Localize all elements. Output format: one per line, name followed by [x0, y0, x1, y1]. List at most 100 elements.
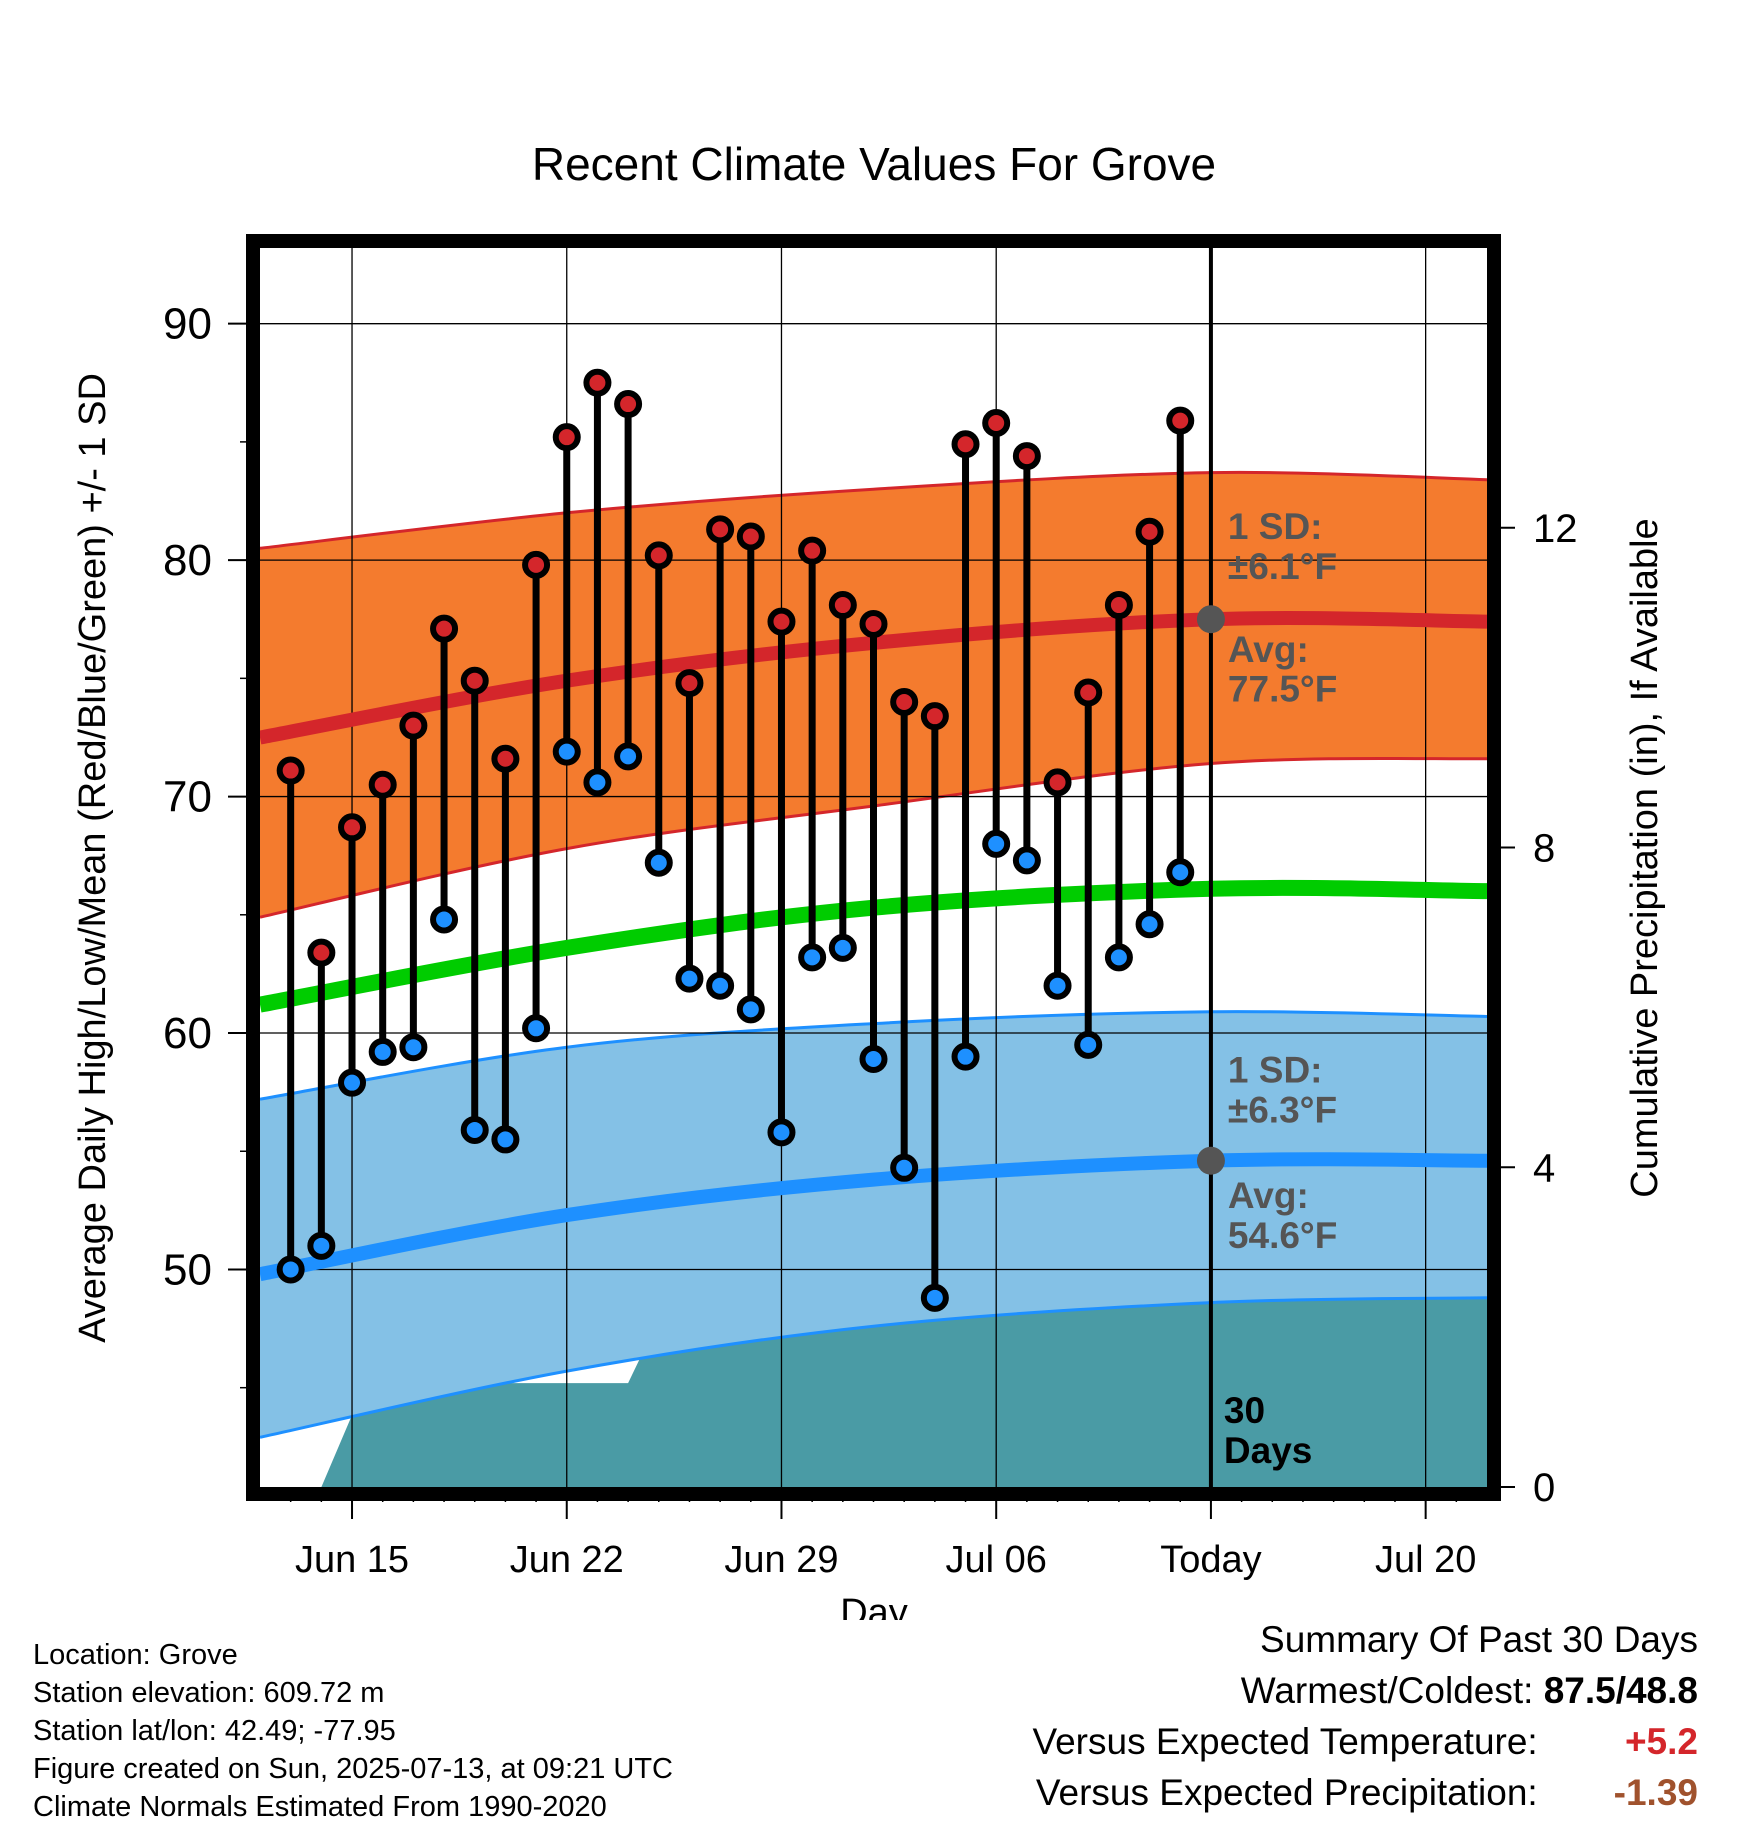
low-point [859, 1045, 888, 1074]
low-point [491, 1125, 520, 1154]
low-point [1012, 846, 1041, 875]
warmest-value: 87.5/48.8 [1543, 1670, 1698, 1711]
low-point [522, 1014, 551, 1043]
latlon-text: Station lat/lon: 42.49; -77.95 [33, 1715, 396, 1747]
high-point [951, 430, 980, 459]
low-point [1074, 1030, 1103, 1059]
x-tick-label: Today [1160, 1539, 1261, 1581]
high-band-upper-edge [259, 470, 1488, 550]
chart-title: Recent Climate Values For Grove [532, 138, 1216, 190]
precip-anomaly-label: Versus Expected Precipitation: [1035, 1772, 1538, 1813]
y2-tick-label: 4 [1533, 1146, 1555, 1190]
y-axis-label: Average Daily High/Low/Mean (Red/Blue/Gr… [72, 373, 114, 1343]
low-point [614, 742, 643, 771]
high-point [399, 711, 428, 740]
high-point [1166, 406, 1195, 435]
low-point [307, 1231, 336, 1260]
high-point [920, 702, 949, 731]
summary-temp-row: Versus Expected Temperature: +5.2 [1032, 1716, 1698, 1767]
y-tick-label: 80 [163, 536, 212, 585]
low-point [675, 964, 704, 993]
low-point [982, 829, 1011, 858]
high-point [736, 522, 765, 551]
today-days-label: 30 Days [1224, 1390, 1312, 1471]
high-point [368, 770, 397, 799]
low-point [276, 1255, 305, 1284]
high-point [522, 550, 551, 579]
high-point [828, 591, 857, 620]
y2-tick-label: 8 [1533, 827, 1555, 871]
high-point [1135, 517, 1164, 546]
summary-precip-row: Versus Expected Precipitation: -1.39 [1032, 1767, 1698, 1818]
low-point [430, 905, 459, 934]
summary-warmest-row: Warmest/Coldest: 87.5/48.8 [1032, 1665, 1698, 1716]
high-point [338, 813, 367, 842]
high-point [1043, 768, 1072, 797]
location-text: Location: Grove [33, 1639, 238, 1671]
x-tick-label: Jul 20 [1375, 1539, 1476, 1581]
high-point [460, 666, 489, 695]
y-tick-label: 60 [163, 1009, 212, 1058]
high-point [430, 614, 459, 643]
low-point [644, 848, 673, 877]
temp-anomaly-label: Versus Expected Temperature: [1032, 1721, 1538, 1762]
low-avg-marker [1196, 1146, 1225, 1175]
x-tick-label: Jun 15 [295, 1539, 409, 1581]
low-avg-line [258, 1152, 1488, 1282]
high-avg-annotation: Avg: 77.5°F [1228, 629, 1337, 710]
y2-tick-label: 12 [1533, 507, 1578, 551]
low-band-lower-edge [259, 1296, 1488, 1439]
low-point [1166, 858, 1195, 887]
high-point [491, 744, 520, 773]
high-point [276, 756, 305, 785]
low-point [951, 1042, 980, 1071]
y2-tick-label: 0 [1533, 1466, 1555, 1510]
high-point [1104, 591, 1133, 620]
high-point [583, 368, 612, 397]
low-point [767, 1118, 796, 1147]
created-text: Figure created on Sun, 2025-07-13, at 09… [33, 1753, 673, 1785]
low-point [552, 737, 581, 766]
high-point [890, 687, 919, 716]
x-tick-label: Jun 22 [510, 1539, 624, 1581]
y-tick-label: 70 [163, 773, 212, 822]
low-point [736, 995, 765, 1024]
high-point [675, 669, 704, 698]
low-point [460, 1115, 489, 1144]
high-point [1074, 678, 1103, 707]
climate-chart: 1 SD: ±6.1°F Avg: 77.5°F 1 SD: ±6.3°F Avg: 54.6… [72, 138, 1666, 1620]
high-point [1012, 442, 1041, 471]
station-info: Location: Grove Station elevation: 609.7… [33, 1636, 673, 1826]
high-avg-marker [1196, 605, 1225, 634]
high-sd-annotation: 1 SD: ±6.1°F [1228, 506, 1337, 587]
high-point [552, 423, 581, 452]
high-point [859, 609, 888, 638]
low-point [890, 1153, 919, 1182]
elevation-text: Station elevation: 609.72 m [33, 1677, 385, 1709]
high-point [767, 607, 796, 636]
low-point [798, 943, 827, 972]
low-point [1135, 910, 1164, 939]
high-point [614, 390, 643, 419]
low-point [706, 971, 735, 1000]
normals-text: Climate Normals Estimated From 1990-2020 [33, 1791, 607, 1823]
y-tick-label: 90 [163, 300, 212, 349]
low-point [338, 1068, 367, 1097]
low-sd-annotation: 1 SD: ±6.3°F [1228, 1050, 1337, 1131]
low-point [828, 933, 857, 962]
low-point [920, 1283, 949, 1312]
x-tick-label: Jun 29 [724, 1539, 838, 1581]
low-point [368, 1037, 397, 1066]
y2-axis-label: Cumulative Precipitation (in), If Availa… [1624, 518, 1666, 1197]
x-tick-label: Jul 06 [945, 1539, 1046, 1581]
summary-panel: Summary Of Past 30 Days Warmest/Coldest:… [1032, 1614, 1698, 1818]
temp-anomaly-value: +5.2 [1624, 1721, 1698, 1762]
low-point [1043, 971, 1072, 1000]
high-point [706, 515, 735, 544]
low-point [399, 1033, 428, 1062]
precip-anomaly-value: -1.39 [1613, 1772, 1698, 1813]
warmest-label: Warmest/Coldest: [1240, 1670, 1534, 1711]
high-point [982, 408, 1011, 437]
high-point [798, 536, 827, 565]
x-axis-label: Day [840, 1592, 908, 1620]
